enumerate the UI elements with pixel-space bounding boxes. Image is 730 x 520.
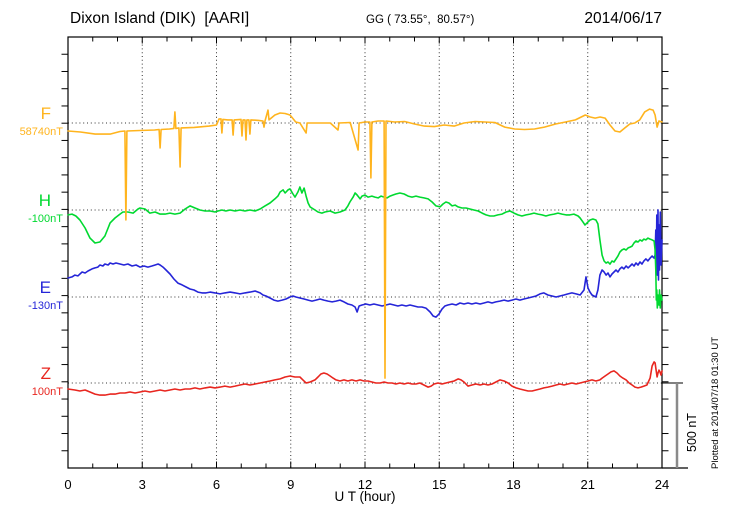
channel-label-E: E: [39, 278, 51, 297]
trace-Z: [67, 361, 663, 396]
x-axis-label: U T (hour): [334, 489, 396, 504]
x-tick-label-12: 12: [358, 477, 372, 492]
x-tick-label-3: 3: [139, 477, 146, 492]
trace-H: [67, 186, 663, 309]
x-tick-label-24: 24: [655, 477, 669, 492]
channel-label-Z: Z: [40, 364, 51, 383]
channel-label-H: H: [38, 191, 51, 210]
channel-value-E: -130nT: [28, 300, 63, 312]
channel-value-F: 58740nT: [19, 126, 63, 138]
observation-date: 2014/06/17: [584, 10, 662, 27]
plotted-at-note: Plotted at 2014/07/18 01:30 UT: [710, 336, 721, 469]
channel-label-F: F: [40, 104, 51, 123]
channel-value-H: -100nT: [28, 213, 63, 225]
geographic-coords: GG ( 73.55°, 80.57°): [366, 14, 475, 26]
trace-E: [67, 209, 663, 318]
trace-F: [67, 108, 663, 379]
scale-bar-label: 500 nT: [685, 413, 699, 452]
x-tick-label-0: 0: [64, 477, 71, 492]
x-tick-label-15: 15: [432, 477, 446, 492]
x-tick-label-21: 21: [581, 477, 595, 492]
station-title: Dixon Island (DIK) [AARI]: [70, 10, 250, 27]
x-tick-label-18: 18: [506, 477, 520, 492]
channel-value-Z: 100nT: [31, 386, 63, 398]
x-tick-label-9: 9: [287, 477, 294, 492]
x-tick-label-6: 6: [213, 477, 220, 492]
